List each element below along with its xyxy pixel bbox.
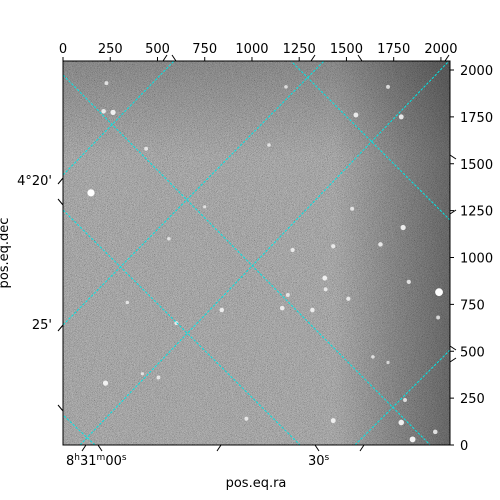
right-tick-label: 1250: [460, 205, 493, 220]
top-tick-label: 750: [192, 42, 217, 57]
star-15: [346, 296, 351, 301]
right-tick-label: 1000: [460, 252, 493, 267]
dec-tick: [57, 324, 64, 332]
right-tick-label: 250: [460, 392, 485, 407]
star-35: [267, 143, 271, 147]
ra-tick: [216, 444, 222, 452]
right-coord-tick: [449, 357, 457, 363]
star-11: [331, 244, 336, 249]
tick-marks: [62, 57, 454, 446]
sky-image-vignette-top: [63, 61, 450, 445]
star-5: [353, 112, 359, 118]
star-13: [322, 275, 328, 281]
star-31: [409, 436, 416, 443]
star-26: [102, 380, 109, 386]
top-tick-label: 500: [145, 42, 170, 57]
grid-line-ra: [79, 61, 450, 445]
right-tick-label: 1750: [460, 111, 493, 126]
star-30: [398, 419, 405, 426]
ra-tick: [97, 444, 103, 452]
grid-line-dec: [63, 414, 96, 445]
y-axis-label: pos.eq.dec: [0, 218, 12, 289]
star-0: [87, 189, 95, 197]
star-39: [203, 205, 207, 209]
top-coord-tick: [357, 54, 363, 62]
plot-frame: [62, 60, 451, 446]
right-tick-label: 2000: [460, 64, 493, 79]
top-coord-tick: [162, 54, 168, 62]
star-field: [87, 81, 443, 443]
star-17: [310, 307, 315, 313]
dec-tick: [57, 198, 64, 206]
star-29: [330, 418, 336, 424]
grid-line-ra: [354, 349, 450, 445]
dec-tick-label-2: 25': [32, 318, 52, 333]
top-tick-label: 2000: [424, 42, 457, 57]
star-9: [400, 224, 406, 231]
star-38: [386, 360, 390, 365]
star-33: [403, 398, 407, 402]
star-7: [386, 84, 390, 89]
top-coord-tick: [171, 54, 177, 62]
top-coord-tick: [310, 54, 316, 62]
top-coord-tick: [444, 54, 450, 62]
star-25: [167, 236, 171, 241]
grid-line-dec: [290, 61, 450, 221]
star-22: [219, 307, 225, 313]
right-axis-tick-labels: 0 250 500 750 1000 1250 1500 1750 2000: [460, 64, 493, 454]
ra-tick-label-1: 8h31m00s: [66, 453, 127, 469]
top-tick-label: 250: [98, 42, 123, 57]
star-12: [290, 247, 295, 253]
right-coord-tick: [449, 345, 457, 351]
top-tick-label: 1250: [283, 42, 316, 57]
star-37: [371, 355, 375, 359]
grid-line-dec: [63, 209, 301, 445]
star-6: [398, 114, 404, 120]
x-axis-label: pos.eq.ra: [226, 476, 287, 491]
star-32: [432, 429, 438, 435]
star-10: [378, 242, 383, 247]
coordinate-grid: [63, 61, 450, 445]
top-axis-tick-labels: 0 250 500 750 1000 1250 1500 1750 2000: [59, 42, 458, 57]
right-tick-label: 1500: [460, 158, 493, 173]
top-tick-label: 1500: [330, 42, 363, 57]
star-18: [285, 293, 290, 297]
star-28: [244, 416, 249, 421]
star-2: [101, 108, 106, 114]
right-coord-tick: [449, 209, 457, 215]
star-4: [144, 146, 149, 151]
plot-area: [63, 61, 450, 445]
star-20: [406, 279, 411, 284]
top-tick-label: 0: [59, 42, 67, 57]
star-24: [125, 300, 130, 305]
grid-line-ra: [63, 61, 325, 326]
star-16: [279, 305, 285, 311]
grid-line-ra: [63, 61, 175, 176]
ra-tick: [359, 444, 365, 452]
top-tick-label: 1750: [377, 42, 410, 57]
star-19: [435, 288, 443, 297]
star-14: [323, 287, 328, 292]
grid-line-dec: [63, 74, 431, 445]
right-tick-label: 750: [460, 298, 485, 313]
star-36: [140, 372, 145, 376]
ra-tick: [81, 444, 87, 452]
dec-tick: [57, 177, 64, 185]
star-21: [436, 315, 441, 320]
top-tick-label: 1000: [235, 42, 268, 57]
dec-tick: [57, 404, 64, 412]
star-34: [284, 85, 288, 89]
right-tick-label: 0: [460, 439, 468, 454]
right-coord-tick: [449, 154, 457, 160]
star-27: [156, 375, 161, 380]
ra-tick-label-2: 30s: [308, 453, 330, 469]
right-tick-label: 500: [460, 345, 485, 360]
dec-tick-label-1: 4°20': [17, 174, 52, 189]
star-1: [110, 109, 116, 115]
ra-tick: [314, 444, 320, 452]
star-3: [104, 81, 109, 86]
coordinate-tick-marks: [57, 54, 457, 452]
star-8: [350, 206, 355, 211]
